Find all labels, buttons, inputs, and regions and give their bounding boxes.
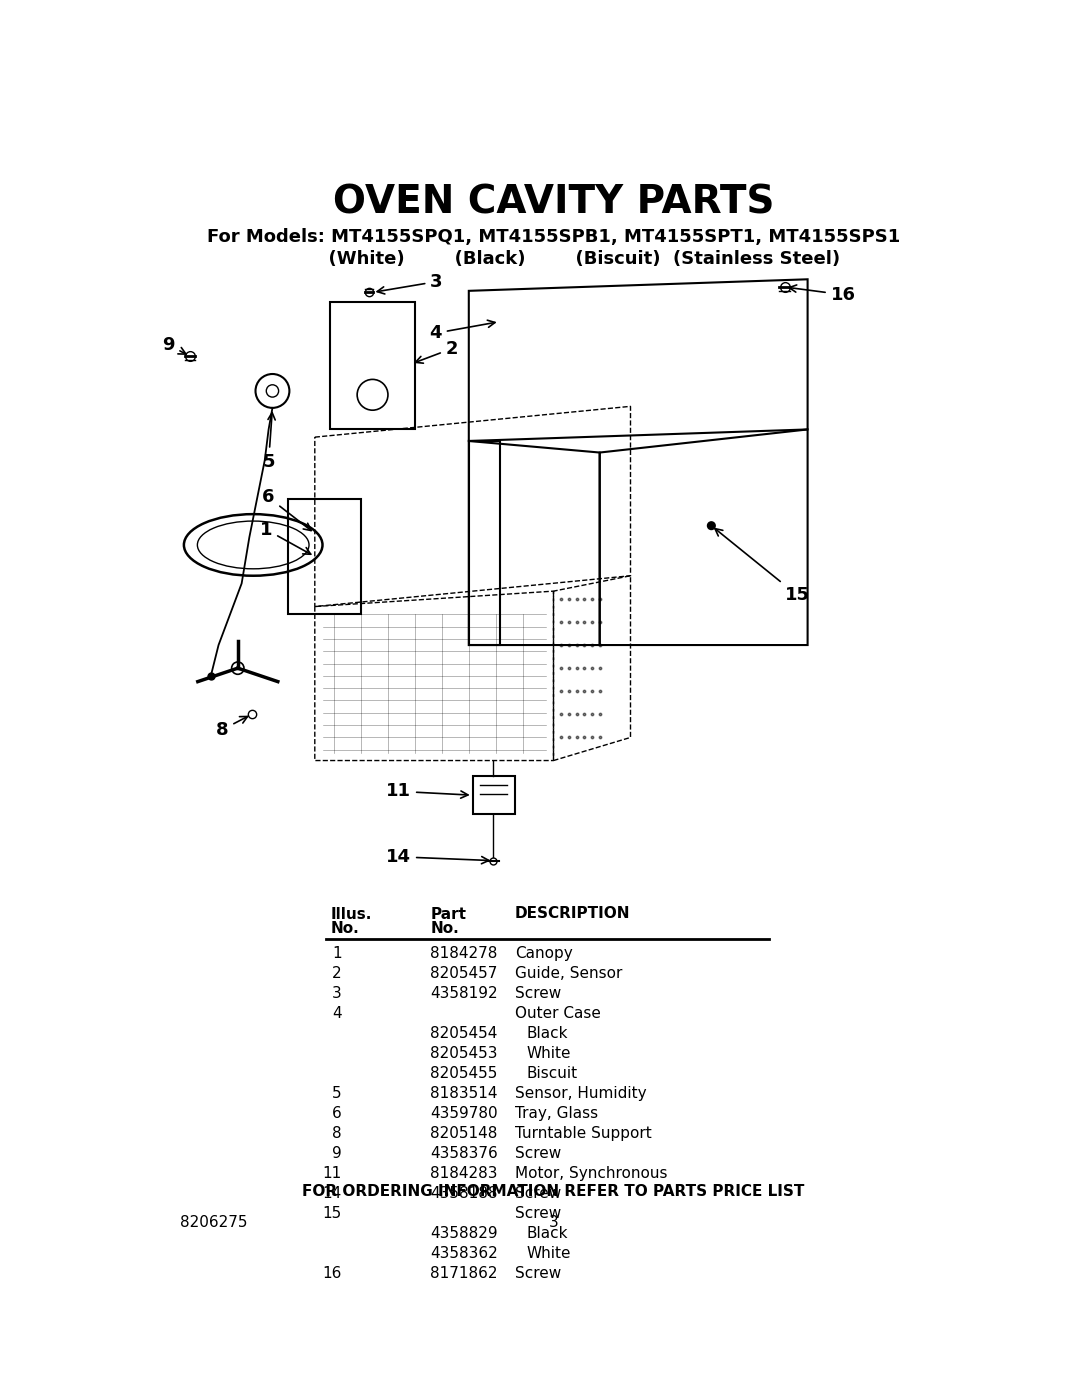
Text: 5: 5	[333, 1085, 341, 1101]
Text: Guide, Sensor: Guide, Sensor	[515, 965, 622, 981]
Text: 4: 4	[333, 1006, 341, 1021]
Text: No.: No.	[330, 921, 359, 936]
Text: Screw: Screw	[515, 1206, 562, 1221]
Text: 9: 9	[332, 1146, 341, 1161]
Text: 8205148: 8205148	[430, 1126, 498, 1141]
Text: 8205455: 8205455	[430, 1066, 498, 1081]
Text: 4358362: 4358362	[430, 1246, 498, 1261]
Text: Screw: Screw	[515, 1186, 562, 1201]
Text: Outer Case: Outer Case	[515, 1006, 600, 1021]
Text: (White)        (Black)        (Biscuit)  (Stainless Steel): (White) (Black) (Biscuit) (Stainless Ste…	[267, 250, 840, 267]
Text: 4358376: 4358376	[430, 1146, 498, 1161]
Text: 8184278: 8184278	[430, 946, 498, 961]
Text: 2: 2	[416, 339, 458, 363]
Text: Canopy: Canopy	[515, 946, 572, 961]
Text: 8: 8	[333, 1126, 341, 1141]
Circle shape	[231, 662, 244, 675]
Text: Turntable Support: Turntable Support	[515, 1126, 651, 1141]
Text: 4: 4	[430, 320, 495, 342]
Text: 4358829: 4358829	[430, 1225, 498, 1241]
Text: Screw: Screw	[515, 985, 562, 1000]
Text: 8206275: 8206275	[180, 1215, 247, 1229]
Circle shape	[707, 522, 715, 529]
Text: 6: 6	[332, 1105, 341, 1120]
Text: 9: 9	[162, 335, 186, 353]
Text: Motor, Synchronous: Motor, Synchronous	[515, 1165, 667, 1180]
Text: Tray, Glass: Tray, Glass	[515, 1105, 598, 1120]
Text: DESCRIPTION: DESCRIPTION	[515, 907, 631, 921]
Text: 8171862: 8171862	[430, 1266, 498, 1281]
Text: 11: 11	[323, 1165, 341, 1180]
Text: Illus.: Illus.	[330, 907, 372, 922]
Text: 3: 3	[332, 985, 341, 1000]
Text: 8183514: 8183514	[430, 1085, 498, 1101]
Text: Black: Black	[527, 1225, 568, 1241]
Text: 3: 3	[549, 1215, 558, 1229]
Text: 15: 15	[715, 528, 810, 604]
Text: 11: 11	[386, 782, 468, 800]
Text: 1: 1	[333, 946, 341, 961]
Text: 4358188: 4358188	[430, 1186, 498, 1201]
Text: 4358192: 4358192	[430, 985, 498, 1000]
Text: White: White	[527, 1045, 571, 1060]
Text: For Models: MT4155SPQ1, MT4155SPB1, MT4155SPT1, MT4155SPS1: For Models: MT4155SPQ1, MT4155SPB1, MT41…	[207, 228, 900, 246]
Text: Part: Part	[430, 907, 467, 922]
Text: Black: Black	[527, 1025, 568, 1041]
Text: FOR ORDERING INFORMATION REFER TO PARTS PRICE LIST: FOR ORDERING INFORMATION REFER TO PARTS …	[302, 1185, 805, 1199]
Text: Screw: Screw	[515, 1266, 562, 1281]
Text: OVEN CAVITY PARTS: OVEN CAVITY PARTS	[333, 183, 774, 221]
Text: 14: 14	[386, 848, 489, 866]
Text: 15: 15	[323, 1206, 341, 1221]
Text: Screw: Screw	[515, 1146, 562, 1161]
Text: 8205454: 8205454	[430, 1025, 498, 1041]
Text: 8205453: 8205453	[430, 1045, 498, 1060]
Text: 4359780: 4359780	[430, 1105, 498, 1120]
Text: 16: 16	[789, 285, 855, 303]
Text: 2: 2	[333, 965, 341, 981]
Text: 3: 3	[377, 272, 443, 293]
Text: 6: 6	[262, 489, 311, 531]
Text: 8184283: 8184283	[430, 1165, 498, 1180]
Text: Biscuit: Biscuit	[527, 1066, 578, 1081]
Text: 16: 16	[322, 1266, 341, 1281]
Text: 5: 5	[262, 412, 275, 471]
Text: 1: 1	[260, 521, 311, 555]
Text: 8: 8	[216, 717, 247, 739]
Text: Sensor, Humidity: Sensor, Humidity	[515, 1085, 647, 1101]
Text: 14: 14	[323, 1186, 341, 1201]
Text: 8205457: 8205457	[430, 965, 498, 981]
Text: White: White	[527, 1246, 571, 1261]
Text: No.: No.	[430, 921, 459, 936]
